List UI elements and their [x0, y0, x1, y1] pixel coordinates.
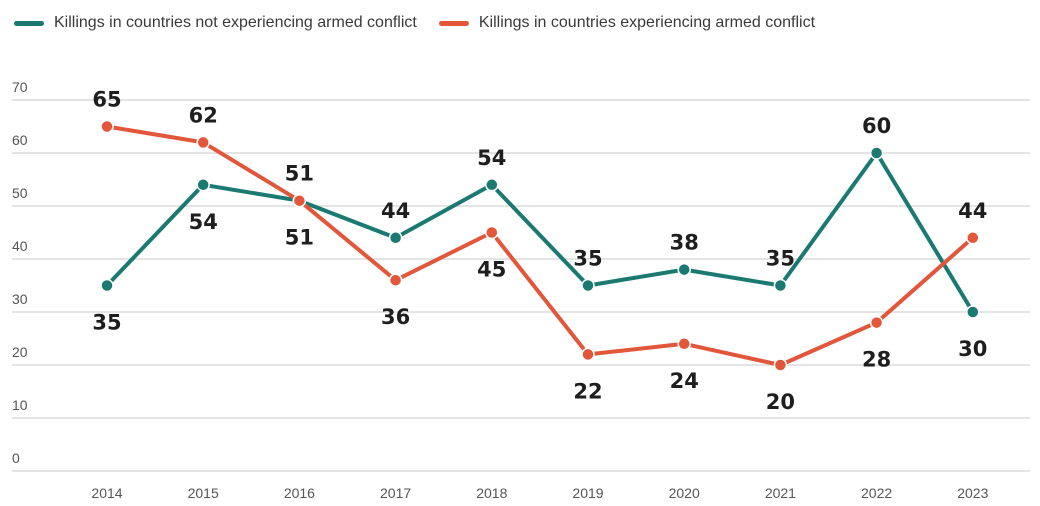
data-points [100, 119, 980, 372]
series-line-0 [105, 151, 975, 314]
y-tick-label-10: 10 [12, 397, 28, 413]
data-point-0-2023 [966, 305, 980, 319]
data-point-0-2021 [773, 278, 788, 293]
data-label-0-2016: 51 [285, 162, 314, 186]
legend-label-conflict: Killings in countries experiencing armed… [478, 14, 816, 31]
legend: Killings in countries not experiencing a… [14, 12, 837, 34]
x-tick-label-2014: 2014 [91, 485, 122, 501]
data-point-0-2014 [100, 278, 114, 293]
y-axis-ticks: 0 10 20 30 40 50 60 70 [12, 79, 28, 466]
data-point-0-2020 [677, 262, 691, 277]
y-tick-label-60: 60 [12, 132, 28, 148]
x-tick-label-2020: 2020 [669, 485, 700, 501]
data-point-1-2015 [196, 135, 210, 150]
data-label-1-2015: 62 [189, 103, 218, 127]
legend-label-no-conflict: Killings in countries not experiencing a… [54, 14, 417, 31]
data-point-0-2019 [581, 278, 595, 293]
data-point-1-2017 [388, 273, 403, 287]
x-tick-label-2016: 2016 [284, 485, 315, 501]
data-label-0-2021: 35 [766, 247, 795, 271]
data-point-1-2014 [100, 119, 114, 134]
data-point-0-2017 [388, 231, 403, 245]
x-tick-label-2021: 2021 [765, 485, 796, 501]
legend-item-no-conflict: Killings in countries not experiencing a… [14, 14, 417, 32]
data-label-1-2022: 28 [862, 348, 891, 372]
data-point-1-2020 [677, 337, 691, 351]
data-label-1-2016: 51 [285, 226, 314, 250]
data-point-1-2023 [966, 231, 980, 245]
legend-swatch-conflict [438, 20, 469, 26]
y-tick-label-50: 50 [12, 185, 28, 201]
data-point-1-2018 [485, 225, 499, 240]
data-label-1-2023: 44 [958, 199, 987, 223]
x-tick-label-2017: 2017 [380, 485, 411, 501]
data-label-0-2023: 30 [958, 337, 987, 361]
data-point-1-2019 [581, 347, 595, 362]
data-labels: 35 54 51 44 54 35 38 35 60 30 65 62 51 36 45 22 24 20 28 44 [92, 88, 987, 415]
data-label-0-2015: 54 [189, 210, 218, 234]
y-tick-label-40: 40 [12, 238, 28, 254]
legend-swatch-no-conflict [14, 20, 44, 26]
y-tick-label-20: 20 [12, 344, 28, 360]
data-point-0-2018 [485, 178, 499, 192]
legend-item-conflict: Killings in countries experiencing armed… [438, 14, 816, 32]
x-tick-label-2022: 2022 [861, 485, 892, 501]
data-label-0-2019: 35 [573, 247, 602, 271]
data-label-0-2017: 44 [381, 199, 410, 223]
data-point-0-2022 [869, 146, 884, 160]
data-label-0-2018: 54 [477, 146, 506, 170]
data-point-0-2015 [196, 178, 210, 192]
data-point-1-2021 [773, 358, 788, 372]
data-point-1-2016 [292, 193, 307, 208]
series-lines [105, 124, 975, 367]
y-tick-label-0: 0 [12, 450, 20, 466]
data-label-1-2014: 65 [92, 88, 121, 112]
data-label-0-2020: 38 [670, 231, 699, 255]
x-tick-label-2018: 2018 [476, 485, 507, 501]
y-tick-label-30: 30 [12, 291, 28, 307]
data-label-1-2018: 45 [477, 258, 506, 282]
series-line-1 [105, 124, 975, 367]
data-label-1-2017: 36 [381, 305, 410, 329]
x-axis-ticks: 2014 2015 2016 2017 2018 2019 2020 2021 2022 2023 [91, 485, 988, 501]
data-label-1-2021: 20 [766, 390, 795, 414]
x-tick-label-2019: 2019 [572, 485, 603, 501]
gridlines [12, 99, 1030, 472]
data-point-1-2022 [869, 315, 884, 330]
data-label-1-2019: 22 [573, 379, 602, 403]
x-tick-label-2023: 2023 [957, 485, 988, 501]
data-label-0-2022: 60 [862, 114, 891, 138]
data-label-0-2014: 35 [92, 311, 121, 335]
y-tick-label-70: 70 [12, 79, 28, 95]
data-label-1-2020: 24 [670, 369, 699, 393]
x-tick-label-2015: 2015 [188, 485, 219, 501]
